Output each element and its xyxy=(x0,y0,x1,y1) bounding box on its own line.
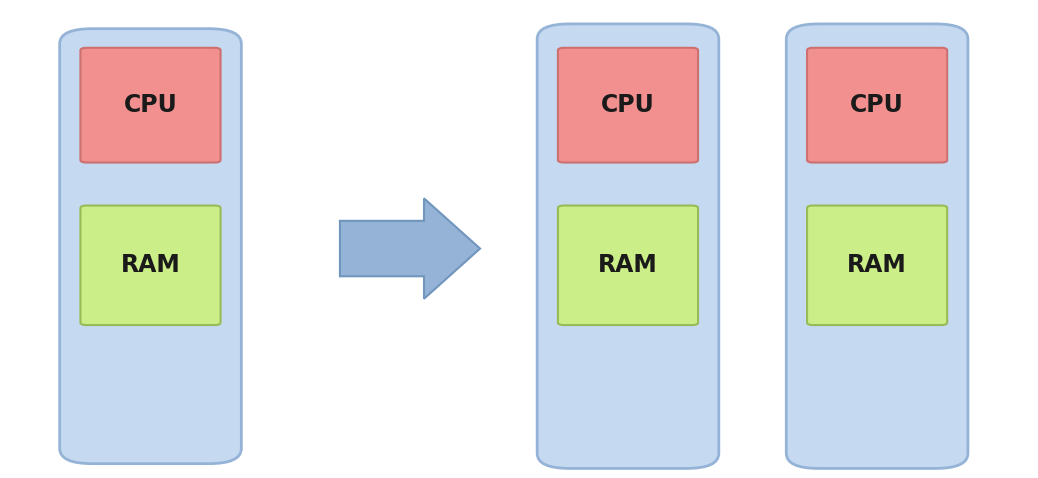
FancyBboxPatch shape xyxy=(59,29,241,464)
Text: RAM: RAM xyxy=(598,253,658,277)
Text: CPU: CPU xyxy=(601,93,655,117)
FancyBboxPatch shape xyxy=(808,48,947,163)
Text: CPU: CPU xyxy=(124,93,177,117)
FancyBboxPatch shape xyxy=(80,206,220,325)
Text: RAM: RAM xyxy=(847,253,907,277)
Text: CPU: CPU xyxy=(850,93,904,117)
FancyBboxPatch shape xyxy=(808,206,947,325)
FancyBboxPatch shape xyxy=(787,24,967,468)
Polygon shape xyxy=(340,198,480,299)
FancyBboxPatch shape xyxy=(80,48,220,163)
FancyBboxPatch shape xyxy=(558,206,698,325)
FancyBboxPatch shape xyxy=(558,48,698,163)
FancyBboxPatch shape xyxy=(538,24,718,468)
Text: RAM: RAM xyxy=(120,253,181,277)
